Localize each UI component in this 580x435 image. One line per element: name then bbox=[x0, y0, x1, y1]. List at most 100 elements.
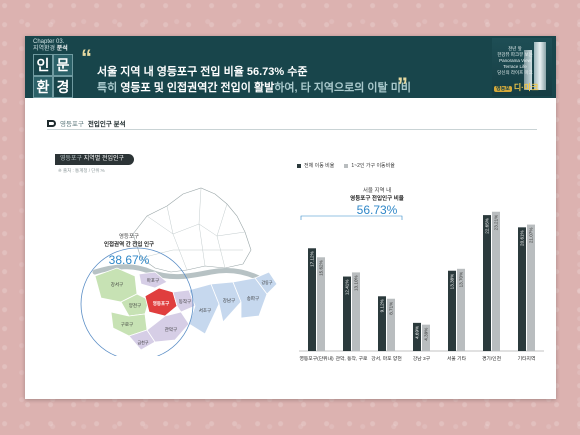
headline: 서울 지역 내 영등포구 전입 비율 56.73% 수준 bbox=[97, 66, 308, 78]
quote-open-mark: “ bbox=[81, 45, 92, 70]
chart-annotation-value: 56.73% bbox=[356, 203, 398, 217]
legend-swatch-total bbox=[297, 163, 301, 168]
slide-page: Chapter 03. 지역환경 분석 인 문 환 경 “ 서울 지역 내 영등… bbox=[25, 36, 556, 399]
badge-char-1: 인 bbox=[33, 54, 53, 76]
brand-line-5: 당신의 라이프 마크 bbox=[497, 70, 533, 75]
district-label-gangdong: 강동구 bbox=[261, 279, 272, 285]
subheadline-highlight: 영등포 및 인접권역간 전입이 활발 bbox=[120, 82, 275, 94]
section-title-b: 전입인구 분석 bbox=[87, 121, 126, 128]
subheadline: 특히 영등포 및 인접권역간 전입이 활발하여, 타 지역으로의 이탈 미비 bbox=[97, 79, 411, 95]
category-label-1: 관악, 동작, 구로 bbox=[336, 355, 368, 362]
map-gangnam bbox=[210, 281, 242, 323]
bar-value-label-total-2: 9.12% bbox=[380, 299, 385, 312]
map-north-districts bbox=[132, 187, 252, 273]
chapter-label: Chapter 03. 지역환경 분석 bbox=[33, 39, 68, 53]
map-panel: 영등포구 지역별 전입인구 ※ 출처 : 통계청 / 단위:% bbox=[55, 154, 287, 356]
brand-line-2: 한강뷰 파크뷰 보는 bbox=[497, 52, 533, 57]
brand-logo-name: 디·마크 bbox=[513, 83, 539, 92]
legend-item-single: 1~2인 가구 이동비율 bbox=[344, 162, 395, 169]
brand-logo: 영등포 디·마크 bbox=[494, 82, 539, 93]
district-label-gwanak: 관악구 bbox=[165, 326, 177, 333]
bar-chart: 17.12% 15.62% 영등포구(단위내) 12.41% 13.10% 관악, 동작,… bbox=[299, 211, 544, 362]
legend-label-total: 전체 이동 비율 bbox=[304, 163, 335, 169]
category-label-0: 영등포구(단위내) bbox=[299, 355, 333, 362]
bar-total-2 bbox=[378, 296, 386, 351]
brand-line-1: 천년 앞 bbox=[508, 46, 522, 51]
district-label-mapo: 마포구 bbox=[147, 277, 159, 284]
bar-value-label-total-3: 4.69% bbox=[415, 326, 420, 339]
chapter-title: 지역환경 분석 bbox=[33, 46, 68, 53]
chapter-number: Chapter 03. bbox=[33, 39, 65, 45]
seoul-map: 영등포구 인접권역 간 전입 인구 38.67% 강서구 양천구 구로구 금천구… bbox=[80, 187, 278, 356]
bar-value-label-single-2: 8.71% bbox=[389, 302, 394, 315]
quote-close-mark: ” bbox=[397, 73, 408, 98]
bar-value-label-single-5: 23.21% bbox=[494, 215, 499, 231]
map-title-a: 영등포구 bbox=[60, 156, 83, 162]
bar-total-6 bbox=[518, 227, 526, 351]
chart-annotation-line1: 서울 지역 내 bbox=[362, 188, 392, 194]
bar-single-3 bbox=[422, 324, 430, 351]
bar-total-0 bbox=[308, 248, 316, 351]
bar-value-label-total-1: 12.41% bbox=[345, 280, 350, 296]
badge-char-2: 문 bbox=[53, 54, 73, 76]
chart-annotation-line2: 영등포구 전입인구 비율 bbox=[350, 196, 404, 202]
bar-value-label-total-4: 13.38% bbox=[450, 274, 455, 290]
brand-copy: 천년 앞 한강뷰 파크뷰 보는 Panorama View Terrace Li… bbox=[495, 46, 535, 76]
badge-char-3: 환 bbox=[33, 76, 53, 98]
bar-total-5 bbox=[483, 215, 491, 351]
section-divider bbox=[47, 129, 537, 130]
map-callout-value: 38.67% bbox=[109, 253, 150, 267]
bar-value-label-single-1: 13.10% bbox=[354, 275, 359, 291]
bar-value-label-single-0: 15.62% bbox=[319, 260, 324, 276]
chapter-title-b: 분석 bbox=[56, 46, 68, 52]
category-label-5: 경기/인천 bbox=[482, 355, 501, 362]
bar-total-4 bbox=[448, 270, 456, 351]
subheadline-part-a: 특히 bbox=[97, 82, 118, 94]
section-title: 영등포구 전입인구 분석 bbox=[47, 118, 126, 128]
map-mapo bbox=[138, 271, 168, 289]
bar-value-label-total-0: 17.12% bbox=[310, 251, 315, 267]
map-panel-title: 영등포구 지역별 전입인구 bbox=[55, 154, 135, 165]
brand-line-3: Panorama View bbox=[499, 58, 531, 63]
map-source-note: ※ 출처 : 통계청 / 단위:% bbox=[58, 168, 105, 173]
bar-single-6 bbox=[527, 224, 535, 351]
bar-total-3 bbox=[413, 322, 421, 351]
district-label-seocho: 서초구 bbox=[199, 307, 211, 314]
bar-value-label-single-6: 21.07% bbox=[529, 228, 534, 244]
han-river bbox=[92, 264, 272, 287]
chapter-title-a: 지역환경 bbox=[33, 46, 56, 52]
category-label-3: 강남 3구 bbox=[413, 355, 431, 362]
bar-single-1 bbox=[352, 272, 360, 351]
topic-badge: 인 문 환 경 bbox=[33, 54, 73, 98]
map-north-borders bbox=[140, 187, 246, 271]
district-label-gangseo: 강서구 bbox=[111, 281, 123, 288]
bar-value-label-total-5: 22.65% bbox=[485, 218, 490, 234]
map-gangdong bbox=[254, 271, 278, 295]
slide-header: Chapter 03. 지역환경 분석 인 문 환 경 “ 서울 지역 내 영등… bbox=[25, 36, 556, 98]
adjacent-area-circle bbox=[80, 247, 194, 356]
district-label-songpa: 송파구 bbox=[247, 295, 259, 302]
brand-line-4: Terrace Life bbox=[503, 64, 527, 69]
tower-graphic-2 bbox=[524, 50, 532, 90]
bar-value-label-total-6: 20.61% bbox=[520, 230, 525, 246]
bar-single-5 bbox=[492, 211, 500, 351]
badge-char-4: 경 bbox=[53, 76, 73, 98]
bar-single-0 bbox=[317, 257, 325, 351]
chart-panel: 전체 이동 비율 1~2인 가구 이동비율 서울 지역 내 영등포구 전입인구 … bbox=[287, 156, 549, 371]
section-title-a: 영등포구 bbox=[60, 121, 84, 128]
map-callout-line1: 영등포구 bbox=[119, 232, 139, 240]
legend-label-single: 1~2인 가구 이동비율 bbox=[351, 163, 395, 169]
district-label-gangnam: 강남구 bbox=[223, 297, 235, 304]
highlight-bracket bbox=[300, 215, 403, 220]
map-dongjak bbox=[172, 289, 196, 313]
bar-single-2 bbox=[387, 298, 395, 351]
category-label-4: 서울 기타 bbox=[447, 355, 467, 362]
chart-legend: 전체 이동 비율 1~2인 가구 이동비율 bbox=[297, 162, 395, 169]
category-label-2: 강서, 마포 양천 bbox=[371, 355, 401, 362]
map-callout-line2: 인접권역 간 전입 인구 bbox=[104, 240, 154, 248]
district-label-guro: 구로구 bbox=[121, 322, 133, 328]
bar-single-4 bbox=[457, 268, 465, 351]
district-label-geumcheon: 금천구 bbox=[137, 339, 148, 345]
bar-total-1 bbox=[343, 276, 351, 351]
district-label-dongjak: 동작구 bbox=[179, 298, 191, 305]
